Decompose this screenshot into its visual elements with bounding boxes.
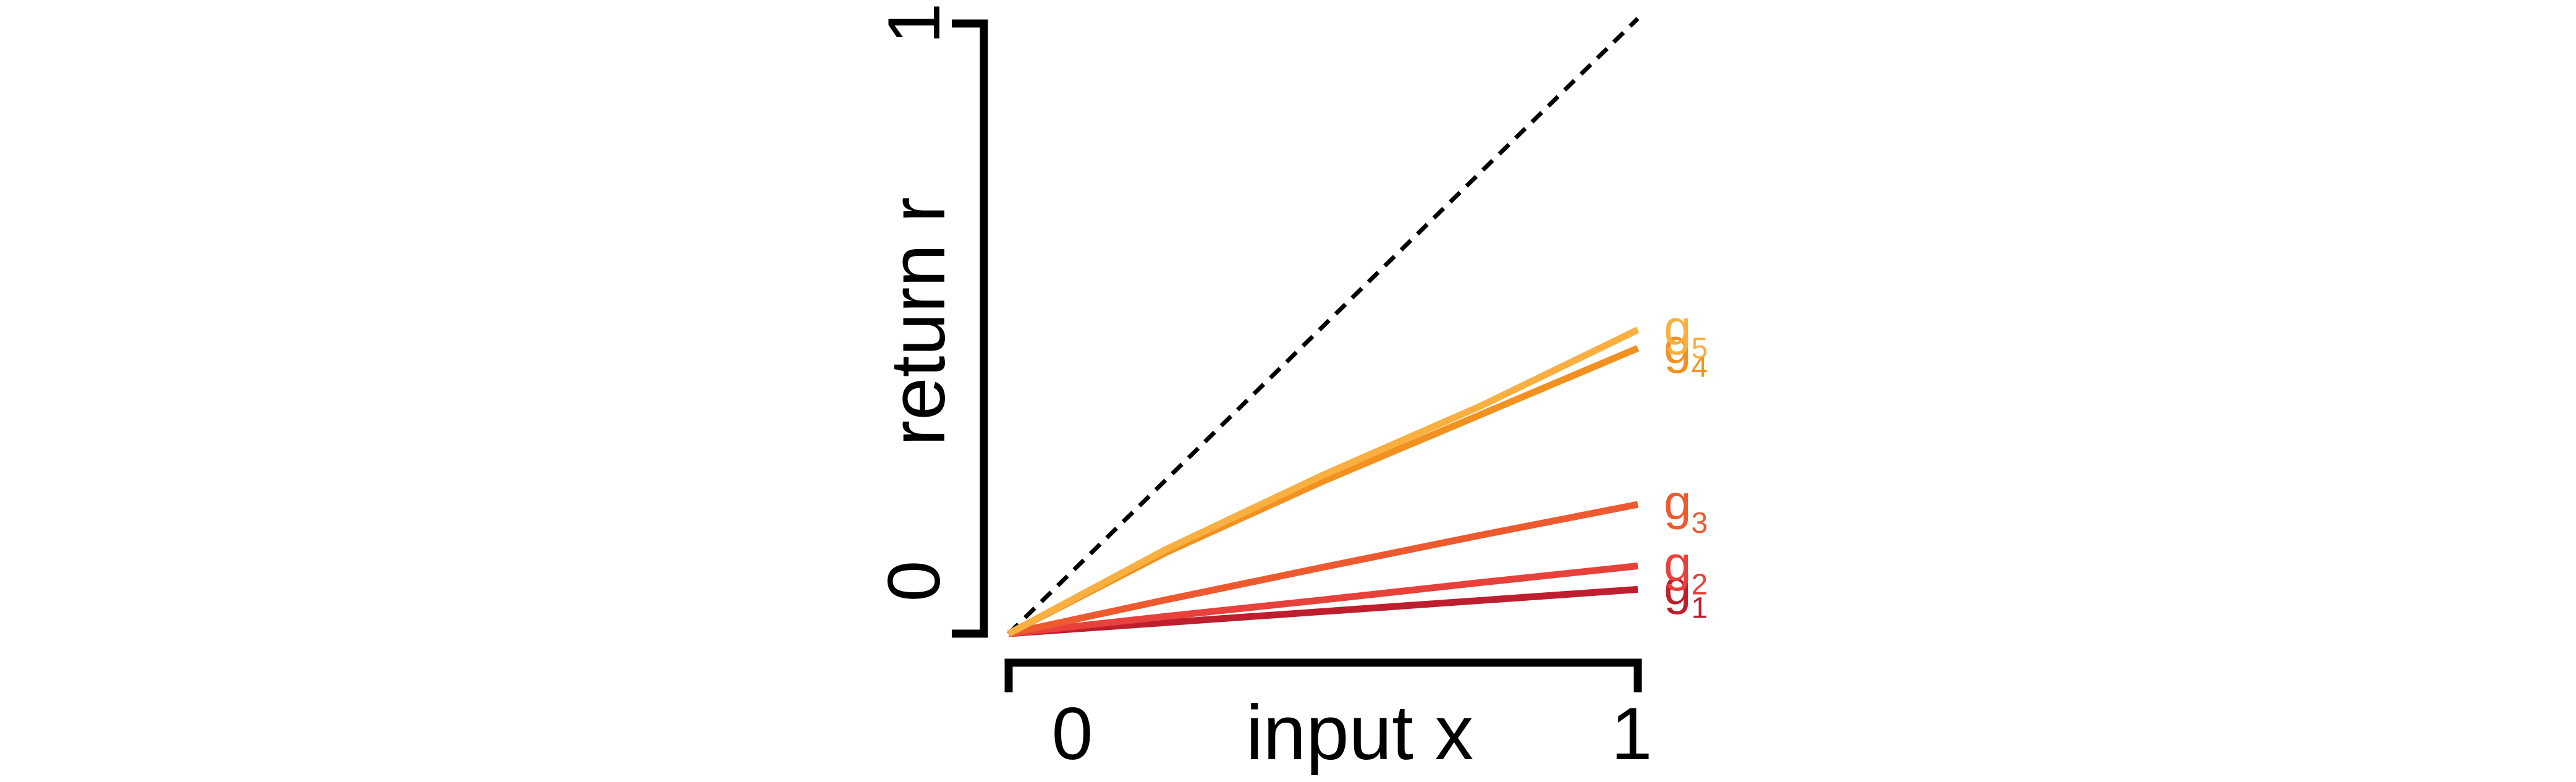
series-label-subscript: 3 [1692,507,1708,540]
series-label-letter: g [1664,318,1692,373]
series-label-subscript: 2 [1692,569,1708,601]
series-label-letter: g [1664,537,1692,592]
series-label-g5: g5 [1664,300,1708,365]
series-label-g1: g1 [1664,559,1708,624]
series-line-g4 [1007,345,1640,637]
series-label-g2: g2 [1664,537,1708,601]
series-line-g2 [1008,563,1638,637]
series-label-letter: g [1664,475,1692,530]
y-axis-line [952,19,988,638]
series-label-letter: g [1664,559,1692,614]
series-group [1007,326,1640,637]
series-label-subscript: 5 [1692,332,1708,365]
series-line-g1 [1008,585,1638,637]
series-label-letter: g [1664,300,1692,355]
series-label-subscript: 1 [1692,592,1708,624]
series-line-g5 [1007,326,1640,637]
series-label-subscript: 4 [1692,351,1708,383]
y-axis-title: return r [875,197,961,446]
series-label-g4: g4 [1664,318,1708,383]
reference-diagonal-line [1007,17,1640,635]
y-tick-label-max: 1 [873,3,955,45]
x-tick-label-max: 1 [1611,692,1653,775]
y-tick-label-min: 0 [873,561,955,602]
x-axis-title: input x [1246,690,1473,776]
x-axis-line [1004,658,1642,692]
series-label-g3: g3 [1664,475,1708,540]
series-line-g3 [1007,501,1639,637]
x-tick-label-min: 0 [1052,692,1093,775]
